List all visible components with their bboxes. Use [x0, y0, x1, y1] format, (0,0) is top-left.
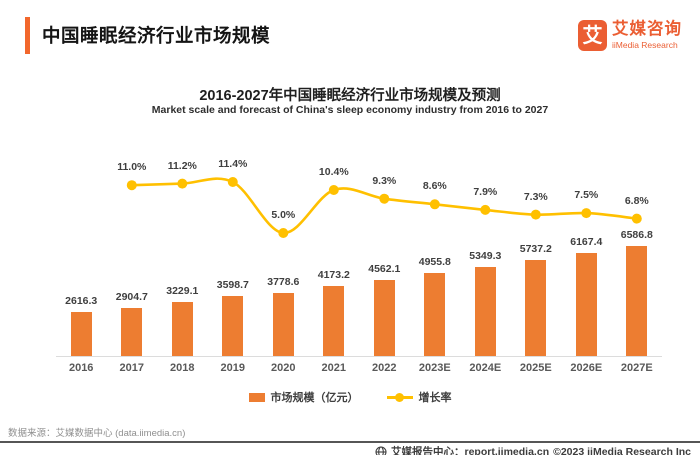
x-tick-2020: 2020 — [271, 362, 296, 374]
growth-label-2021: 10.4% — [318, 166, 349, 178]
x-tick-2026E: 2026E — [570, 362, 603, 374]
line-point-2019 — [227, 177, 238, 187]
growth-label-2020: 5.0% — [271, 209, 296, 221]
x-axis-line — [56, 356, 662, 357]
x-tick-2022: 2022 — [372, 362, 397, 374]
growth-label-2018: 11.2% — [167, 159, 197, 172]
x-tick-2018: 2018 — [170, 362, 195, 374]
x-tick-2025E: 2025E — [519, 362, 552, 374]
line-point-2025E — [530, 209, 541, 220]
title-accent-bar — [25, 17, 30, 54]
x-tick-2027E: 2027E — [620, 362, 653, 374]
legend-label-market-scale: 市场规模（亿元） — [270, 392, 359, 404]
legend-item-market-scale: 市场规模（亿元） — [248, 389, 359, 405]
page-title: 中国睡眠经济行业市场规模 — [42, 25, 271, 46]
bar-2025E — [525, 260, 547, 356]
footer-copyright: ©2023 iiMedia Research Inc — [553, 445, 691, 455]
iimedia-logo-icon: 艾 — [578, 20, 607, 51]
logo-brand-en: iiMedia Research — [612, 39, 678, 50]
growth-label-2017: 11.0% — [117, 161, 147, 174]
line-point-2020 — [278, 228, 289, 238]
globe-icon — [375, 445, 387, 455]
growth-label-2022: 9.3% — [372, 174, 397, 187]
bar-2017 — [121, 308, 143, 356]
footer: 艾媒报告中心：report.iimedia.cn ©2023 iiMedia R… — [375, 444, 691, 455]
growth-label-2023E: 8.6% — [422, 180, 447, 193]
chart-subtitle: Market scale and forecast of China's sle… — [151, 104, 549, 116]
bar-2024E — [474, 267, 496, 356]
bar-2019 — [222, 296, 244, 356]
growth-label-2025E: 7.3% — [523, 190, 548, 203]
bar-value-2020: 3778.6 — [267, 276, 300, 288]
growth-label-2024E: 7.9% — [473, 185, 498, 198]
bar-value-2016: 2616.3 — [65, 295, 98, 307]
bar-2020 — [272, 293, 294, 356]
bar-2026E — [575, 253, 597, 356]
footer-divider — [0, 441, 700, 443]
chart-legend: 市场规模（亿元） 增长率 — [0, 389, 700, 405]
bar-2016 — [70, 312, 92, 356]
legend-label-growth-rate: 增长率 — [418, 392, 452, 404]
bar-value-2024E: 5349.3 — [469, 250, 502, 262]
growth-rate-line-chart — [126, 177, 642, 238]
data-source-note: 数据来源：艾媒数据中心 (data.iimedia.cn) — [8, 428, 186, 439]
bar-2022 — [373, 280, 395, 356]
x-tick-2016: 2016 — [68, 362, 94, 374]
bar-value-2018: 3229.1 — [166, 285, 199, 297]
x-tick-2017: 2017 — [119, 362, 145, 374]
bar-swatch-icon — [248, 392, 265, 402]
line-point-2024E — [480, 204, 491, 215]
iimedia-logo: 艾 艾媒咨询 iiMedia Research — [578, 20, 682, 51]
bar-2018 — [171, 302, 193, 356]
logo-brand-cn: 艾媒咨询 — [612, 20, 682, 38]
bar-2027E — [626, 246, 648, 356]
bar-value-2021: 4173.2 — [317, 269, 350, 281]
logo-text: 艾媒咨询 iiMedia Research — [612, 20, 682, 50]
growth-label-2026E: 7.5% — [574, 189, 599, 202]
growth-label-2027E: 6.8% — [624, 194, 649, 207]
bar-value-2025E: 5737.2 — [519, 243, 552, 255]
bar-value-2026E: 6167.4 — [570, 236, 603, 248]
bar-value-2022: 4562.1 — [368, 263, 401, 275]
bar-value-2019: 3598.7 — [216, 279, 249, 291]
chart-title: 2016-2027年中国睡眠经济行业市场规模及预测 — [199, 88, 501, 104]
x-tick-2024E: 2024E — [469, 362, 502, 374]
x-tick-2021: 2021 — [321, 362, 347, 374]
x-tick-2019: 2019 — [220, 362, 246, 374]
line-point-2027E — [631, 213, 642, 224]
bar-2023E — [424, 273, 446, 356]
growth-label-2019: 11.4% — [218, 158, 248, 170]
line-point-2018 — [177, 178, 188, 189]
bar-2021 — [323, 286, 345, 356]
line-swatch-icon — [386, 392, 413, 402]
line-point-2026E — [581, 208, 592, 219]
bar-value-2023E: 4955.8 — [418, 256, 451, 268]
bar-value-2017: 2904.7 — [115, 291, 148, 303]
x-tick-2023E: 2023E — [418, 362, 451, 374]
line-point-2022 — [379, 193, 390, 204]
line-point-2017 — [126, 180, 137, 191]
bar-value-2027E: 6586.8 — [620, 229, 653, 241]
legend-item-growth-rate: 增长率 — [386, 389, 452, 405]
line-point-2023E — [429, 199, 440, 210]
line-point-2021 — [328, 185, 339, 195]
footer-report-center: 艾媒报告中心：report.iimedia.cn — [391, 446, 550, 455]
plot-area: 2616.3 2016 2904.7 2017 3229.1 2018 3598.7 2019… — [56, 150, 662, 380]
